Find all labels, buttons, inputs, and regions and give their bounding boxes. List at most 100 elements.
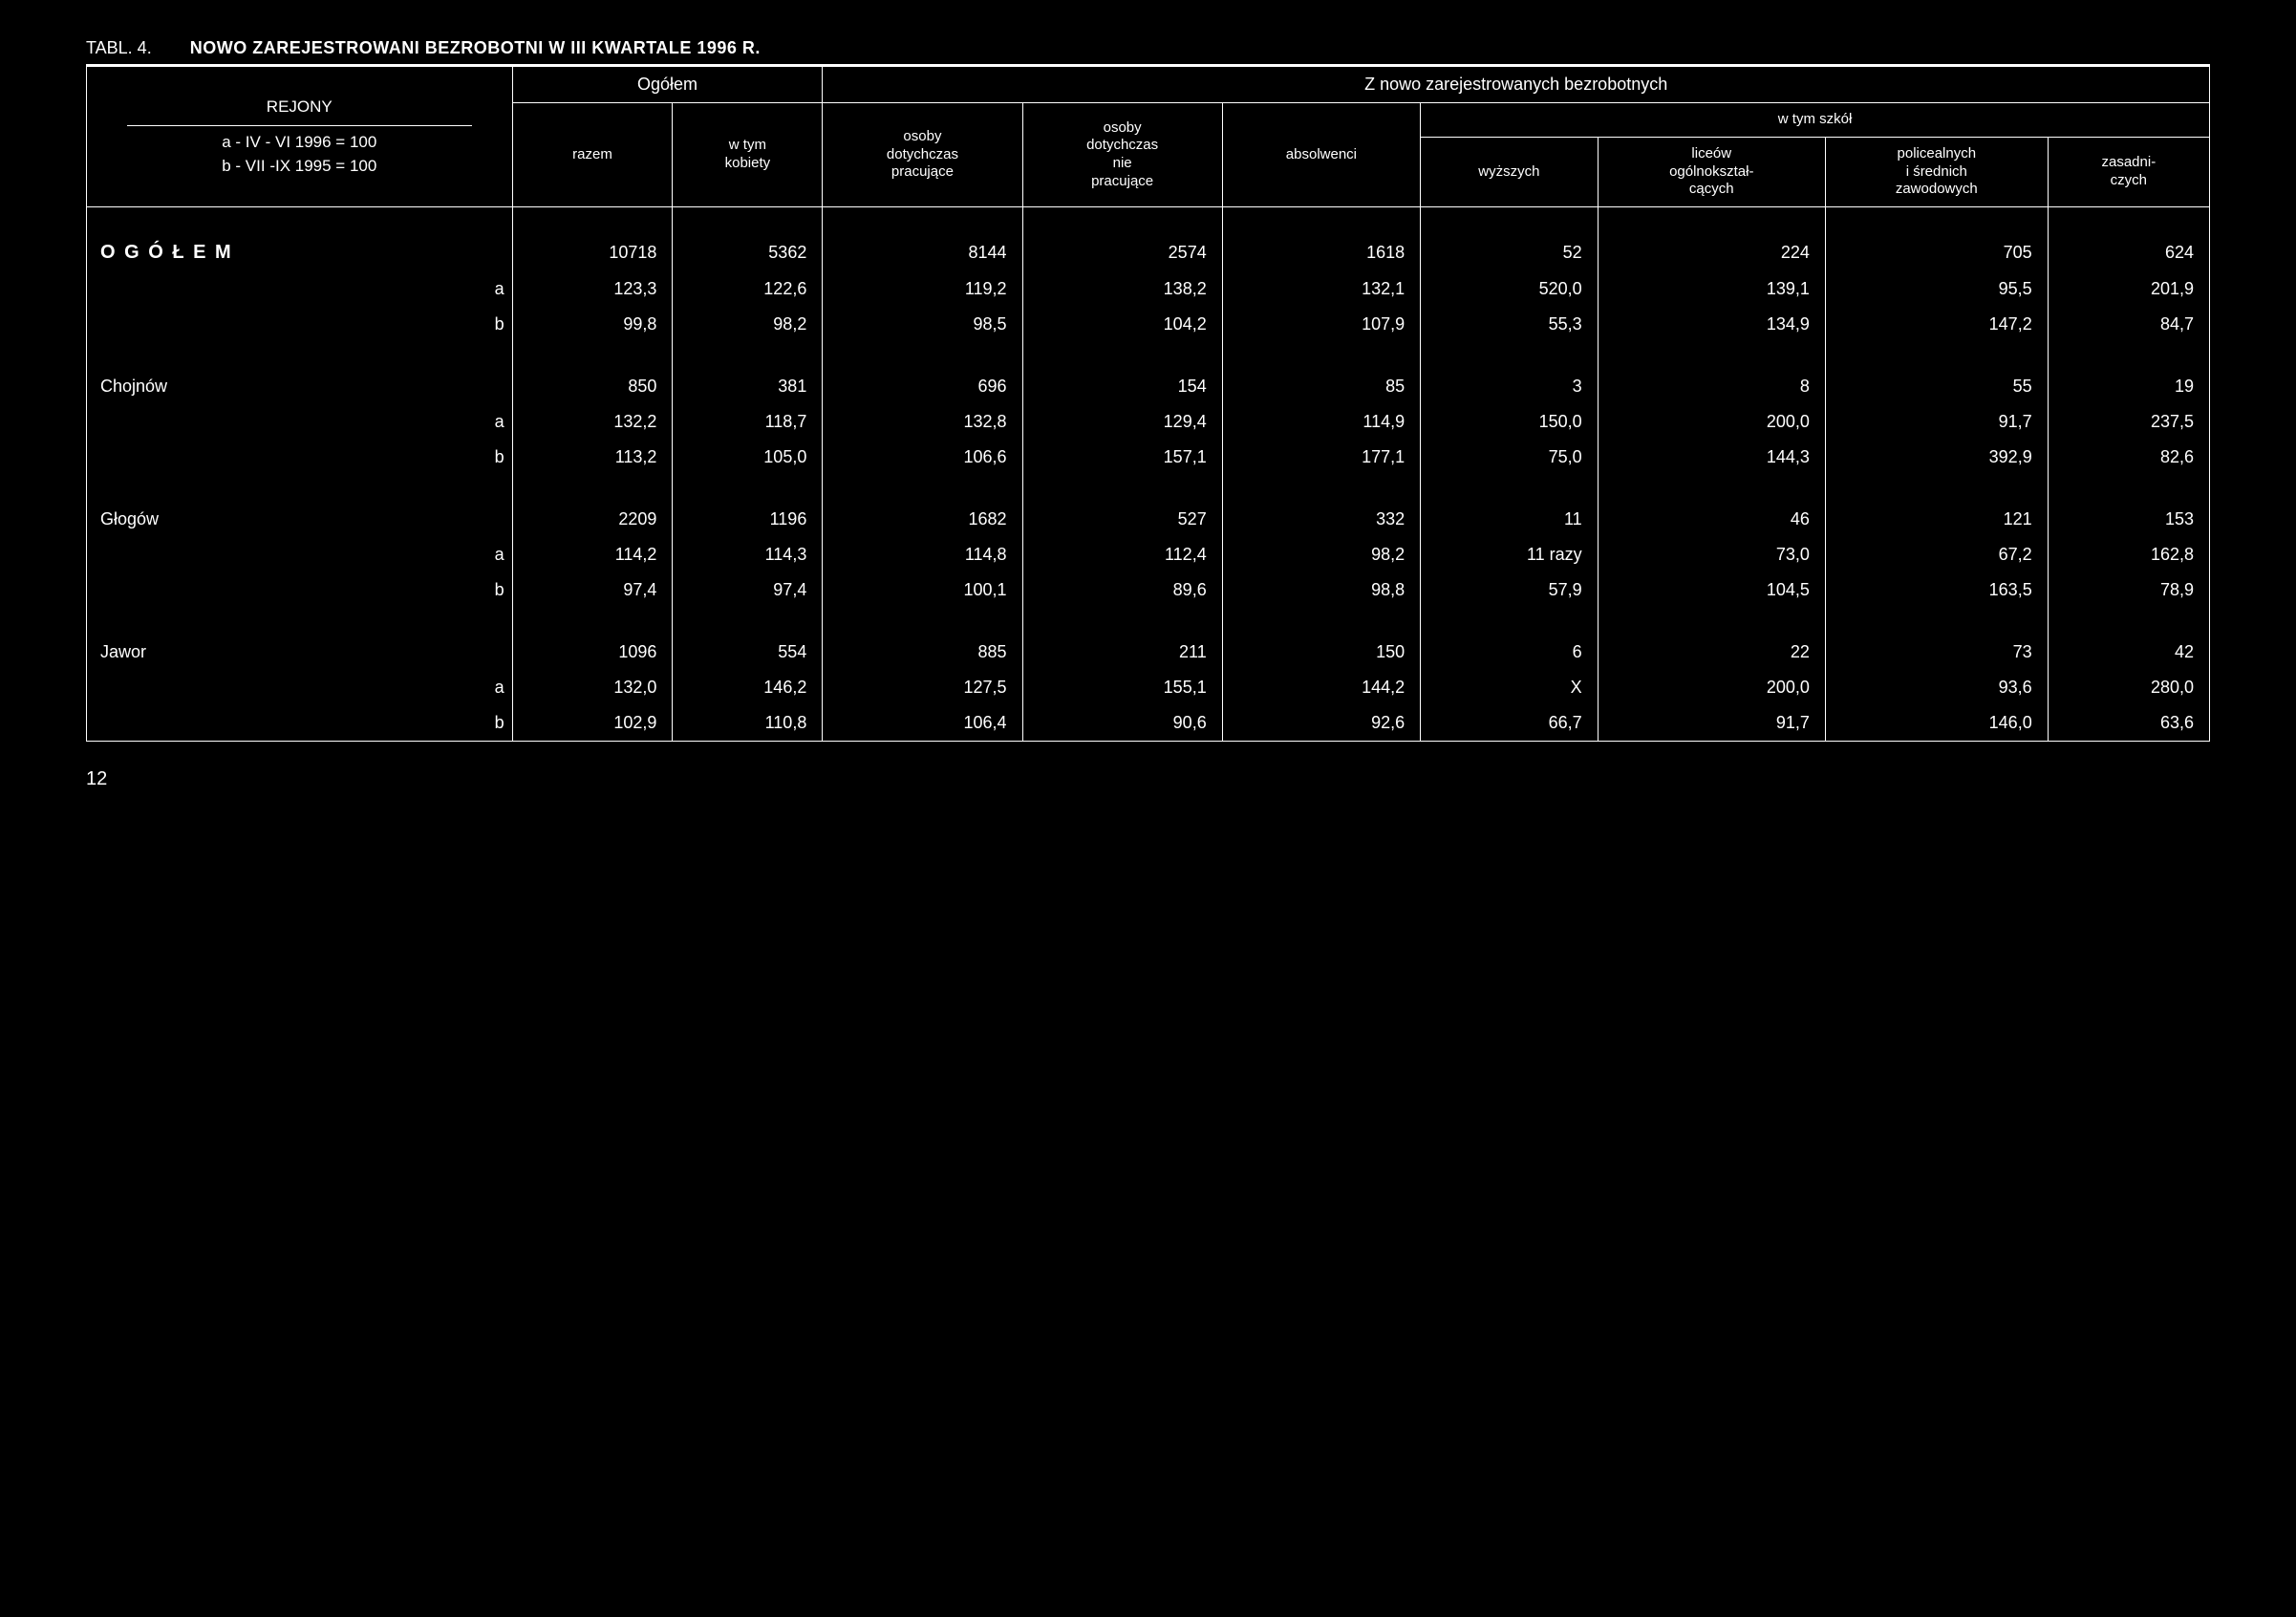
row-label: O G Ó Ł E M bbox=[87, 234, 485, 271]
data-cell: 134,9 bbox=[1598, 307, 1825, 342]
header-ogolem: Ogółem bbox=[512, 67, 823, 103]
data-cell: 144,2 bbox=[1222, 670, 1420, 705]
data-cell: 163,5 bbox=[1825, 572, 2048, 608]
data-cell: 2574 bbox=[1022, 234, 1222, 271]
data-cell: 2209 bbox=[512, 502, 673, 537]
data-cell: 132,8 bbox=[823, 404, 1022, 440]
data-cell: 129,4 bbox=[1022, 404, 1222, 440]
data-cell: 121 bbox=[1825, 502, 2048, 537]
data-cell: 885 bbox=[823, 635, 1022, 670]
data-cell: 110,8 bbox=[673, 705, 823, 742]
row-sublabel bbox=[485, 635, 513, 670]
header-osoby-prac: osobydotychczaspracujące bbox=[823, 103, 1022, 207]
data-cell: 123,3 bbox=[512, 271, 673, 307]
row-label bbox=[87, 537, 485, 572]
data-cell: 150,0 bbox=[1421, 404, 1599, 440]
data-cell: 95,5 bbox=[1825, 271, 2048, 307]
rejony-sub-b: b - VII -IX 1995 = 100 bbox=[97, 154, 503, 179]
data-cell: X bbox=[1421, 670, 1599, 705]
data-cell: 78,9 bbox=[2048, 572, 2209, 608]
data-cell: 114,9 bbox=[1222, 404, 1420, 440]
header-z-nowo: Z nowo zarejestrowanych bezrobotnych bbox=[823, 67, 2210, 103]
data-cell: 138,2 bbox=[1022, 271, 1222, 307]
data-cell: 57,9 bbox=[1421, 572, 1599, 608]
data-cell: 157,1 bbox=[1022, 440, 1222, 475]
row-sublabel: a bbox=[485, 537, 513, 572]
data-cell: 22 bbox=[1598, 635, 1825, 670]
rejony-sub-a: a - IV - VI 1996 = 100 bbox=[97, 130, 503, 155]
data-cell: 73 bbox=[1825, 635, 2048, 670]
data-cell: 153 bbox=[2048, 502, 2209, 537]
data-cell: 98,5 bbox=[823, 307, 1022, 342]
data-cell: 98,2 bbox=[673, 307, 823, 342]
data-cell: 154 bbox=[1022, 369, 1222, 404]
data-cell: 624 bbox=[2048, 234, 2209, 271]
row-label bbox=[87, 307, 485, 342]
row-label bbox=[87, 670, 485, 705]
page-number: 12 bbox=[86, 768, 2210, 790]
data-cell: 63,6 bbox=[2048, 705, 2209, 742]
data-cell: 122,6 bbox=[673, 271, 823, 307]
data-cell: 91,7 bbox=[1598, 705, 1825, 742]
row-label bbox=[87, 705, 485, 742]
data-cell: 90,6 bbox=[1022, 705, 1222, 742]
row-label bbox=[87, 572, 485, 608]
data-cell: 520,0 bbox=[1421, 271, 1599, 307]
row-sublabel: b bbox=[485, 705, 513, 742]
row-sublabel: b bbox=[485, 572, 513, 608]
data-cell: 1196 bbox=[673, 502, 823, 537]
data-cell: 97,4 bbox=[673, 572, 823, 608]
data-cell: 114,8 bbox=[823, 537, 1022, 572]
data-cell: 19 bbox=[2048, 369, 2209, 404]
data-cell: 73,0 bbox=[1598, 537, 1825, 572]
data-cell: 280,0 bbox=[2048, 670, 2209, 705]
row-sublabel: b bbox=[485, 440, 513, 475]
data-cell: 52 bbox=[1421, 234, 1599, 271]
data-cell: 211 bbox=[1022, 635, 1222, 670]
data-cell: 112,4 bbox=[1022, 537, 1222, 572]
data-cell: 1682 bbox=[823, 502, 1022, 537]
rejony-label: REJONY bbox=[97, 95, 503, 119]
data-cell: 85 bbox=[1222, 369, 1420, 404]
data-cell: 100,1 bbox=[823, 572, 1022, 608]
data-cell: 11 razy bbox=[1421, 537, 1599, 572]
table-body: O G Ó Ł E M10718536281442574161852224705… bbox=[87, 207, 2210, 742]
data-cell: 97,4 bbox=[512, 572, 673, 608]
data-cell: 102,9 bbox=[512, 705, 673, 742]
row-sublabel bbox=[485, 234, 513, 271]
header-policealnych: policealnychi średnichzawodowych bbox=[1825, 137, 2048, 206]
row-label bbox=[87, 404, 485, 440]
data-cell: 114,2 bbox=[512, 537, 673, 572]
data-cell: 6 bbox=[1421, 635, 1599, 670]
data-cell: 106,6 bbox=[823, 440, 1022, 475]
data-cell: 104,5 bbox=[1598, 572, 1825, 608]
data-cell: 850 bbox=[512, 369, 673, 404]
data-cell: 93,6 bbox=[1825, 670, 2048, 705]
header-wyzszych: wyższych bbox=[1421, 137, 1599, 206]
row-label bbox=[87, 271, 485, 307]
data-table: REJONY a - IV - VI 1996 = 100 b - VII -I… bbox=[86, 66, 2210, 742]
data-cell: 55 bbox=[1825, 369, 2048, 404]
header-zasadniczych: zasadni-czych bbox=[2048, 137, 2209, 206]
header-w-tym-szkol: w tym szkół bbox=[1421, 103, 2210, 138]
data-cell: 42 bbox=[2048, 635, 2209, 670]
data-cell: 200,0 bbox=[1598, 404, 1825, 440]
data-cell: 11 bbox=[1421, 502, 1599, 537]
data-cell: 8144 bbox=[823, 234, 1022, 271]
table-title: NOWO ZAREJESTROWANI BEZROBOTNI W III KWA… bbox=[190, 38, 761, 58]
table-label: TABL. 4. bbox=[86, 38, 152, 58]
data-cell: 82,6 bbox=[2048, 440, 2209, 475]
header-liceow: liceówogólnokształ-cących bbox=[1598, 137, 1825, 206]
data-cell: 98,2 bbox=[1222, 537, 1420, 572]
data-cell: 392,9 bbox=[1825, 440, 2048, 475]
row-sublabel bbox=[485, 502, 513, 537]
data-cell: 146,0 bbox=[1825, 705, 2048, 742]
row-sublabel: a bbox=[485, 271, 513, 307]
data-cell: 696 bbox=[823, 369, 1022, 404]
data-cell: 66,7 bbox=[1421, 705, 1599, 742]
data-cell: 89,6 bbox=[1022, 572, 1222, 608]
data-cell: 10718 bbox=[512, 234, 673, 271]
row-label bbox=[87, 440, 485, 475]
data-cell: 104,2 bbox=[1022, 307, 1222, 342]
data-cell: 5362 bbox=[673, 234, 823, 271]
